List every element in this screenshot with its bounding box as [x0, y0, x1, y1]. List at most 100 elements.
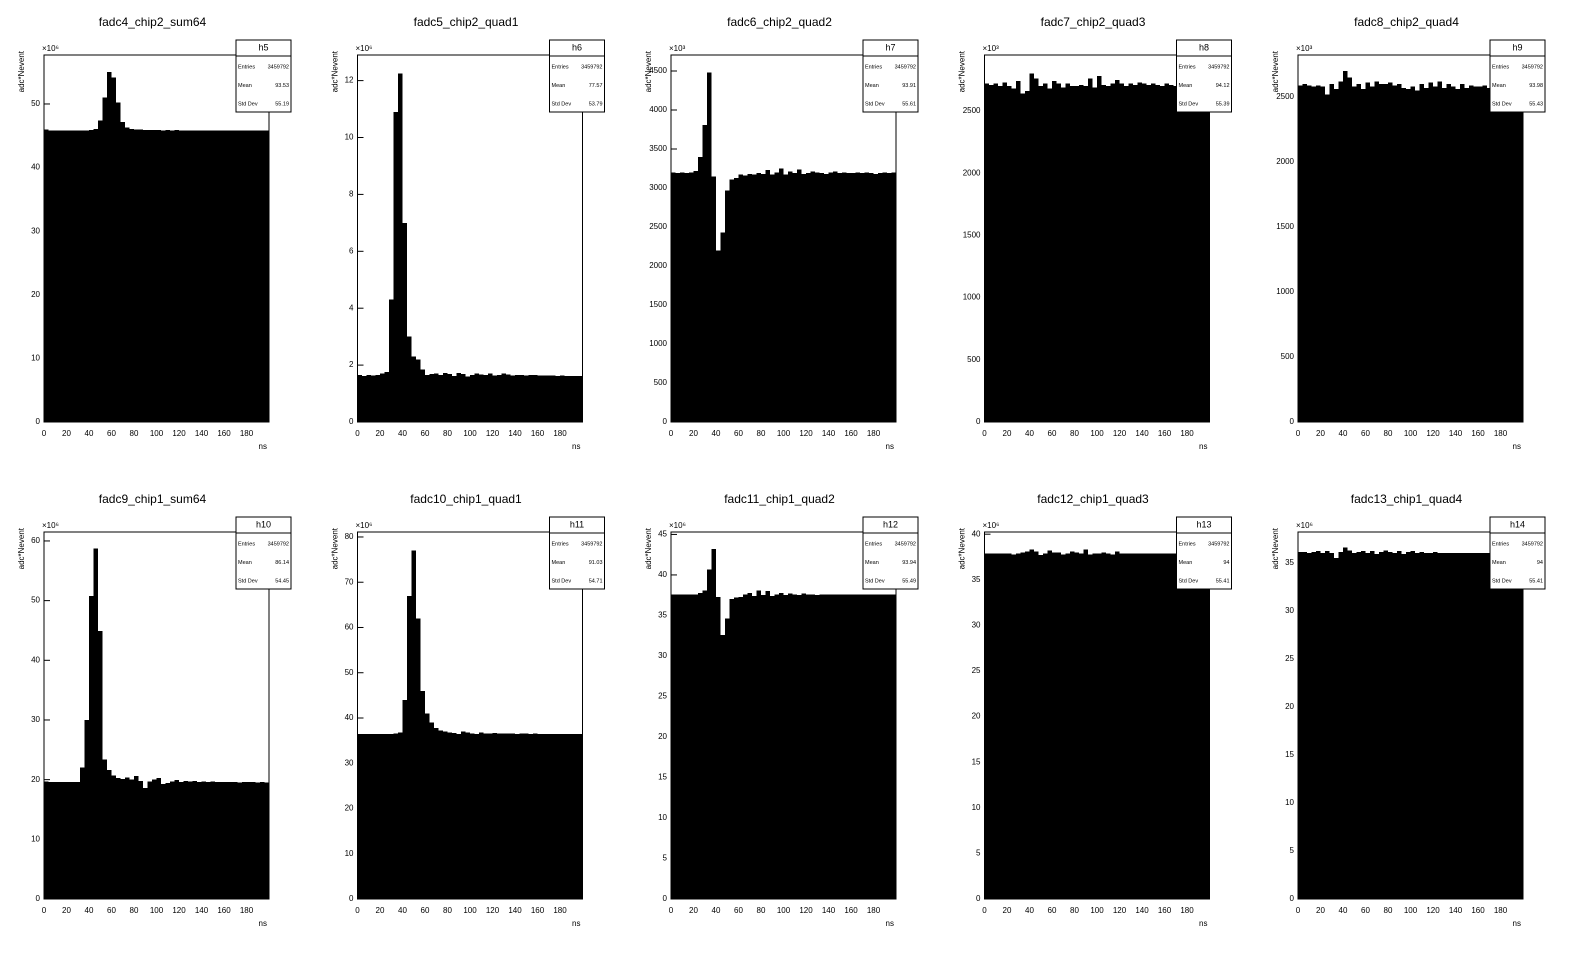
bar — [192, 780, 197, 899]
x-tick-label: 40 — [85, 906, 94, 915]
bar — [246, 130, 251, 423]
bar — [689, 594, 694, 899]
bar — [1446, 83, 1451, 423]
chart-title: fadc10_chip1_quad1 — [410, 492, 522, 506]
bar — [420, 690, 425, 899]
stats-value: 55.41 — [1529, 578, 1543, 584]
stats-value: 93.53 — [275, 83, 289, 89]
y-axis-label: adc*Nevent — [331, 50, 340, 92]
bar — [1302, 552, 1307, 899]
x-tick-label: 60 — [734, 429, 743, 438]
bar — [425, 713, 430, 899]
bar — [1311, 86, 1316, 423]
bar — [747, 592, 752, 899]
stats-value: 3459792 — [268, 541, 289, 547]
bar — [201, 781, 206, 899]
x-axis-label: ns — [259, 442, 267, 451]
y-tick-label: 40 — [345, 713, 354, 722]
bar — [255, 130, 260, 423]
bar — [147, 781, 152, 899]
histogram-panel: fadc8_chip2_quad4 0 500 1000 1500 2000 2500 0 20… — [1271, 15, 1546, 451]
bar — [761, 595, 766, 899]
bar — [1491, 86, 1496, 423]
bar — [1007, 86, 1012, 423]
bar — [1092, 553, 1097, 899]
bar — [246, 782, 251, 899]
bar — [447, 732, 452, 899]
bar — [743, 175, 748, 422]
bar — [429, 374, 434, 422]
x-tick-label: 20 — [376, 429, 385, 438]
bar — [747, 173, 752, 422]
stats-value: 94.12 — [1216, 83, 1230, 89]
bar — [1460, 83, 1465, 423]
bar — [233, 782, 238, 899]
x-tick-label: 120 — [1426, 429, 1440, 438]
bar — [1002, 553, 1007, 899]
bar — [846, 594, 851, 899]
bar — [684, 173, 689, 422]
x-tick-label: 160 — [217, 906, 231, 915]
bar — [1415, 553, 1420, 899]
y-tick-label: 1000 — [1276, 287, 1294, 296]
y-axis-label: adc*Nevent — [17, 527, 26, 569]
x-tick-label: 160 — [217, 429, 231, 438]
bar — [797, 595, 802, 899]
bar — [165, 783, 170, 899]
bar — [1383, 550, 1388, 899]
stats-name: h9 — [1512, 42, 1522, 52]
bar — [1446, 553, 1451, 899]
bar — [84, 719, 89, 899]
bar — [1496, 553, 1501, 899]
bar — [1164, 83, 1169, 422]
bar — [362, 375, 367, 422]
x-tick-label: 80 — [443, 906, 452, 915]
bar — [1338, 552, 1343, 899]
bar — [98, 120, 103, 422]
bar — [1518, 85, 1523, 422]
bar — [264, 782, 269, 899]
bar — [993, 83, 998, 422]
chart-title: fadc5_chip2_quad1 — [414, 15, 519, 29]
bar — [891, 594, 896, 899]
x-tick-label: 0 — [355, 429, 360, 438]
bar — [416, 359, 421, 422]
bar — [152, 130, 157, 423]
bar — [1074, 552, 1079, 899]
stats-name: h5 — [258, 42, 268, 52]
bar — [1182, 553, 1187, 899]
bar — [1142, 83, 1147, 422]
stats-value: 3459792 — [1208, 541, 1229, 547]
bar — [197, 130, 202, 423]
bar — [680, 594, 685, 899]
stats-value: 55.61 — [902, 101, 916, 107]
bar — [828, 172, 833, 422]
bar — [815, 172, 820, 422]
stats-label: Std Dev — [865, 578, 885, 584]
bar — [233, 130, 238, 423]
bar — [1455, 89, 1460, 423]
bar — [71, 782, 76, 899]
bar — [989, 84, 994, 422]
bar — [882, 172, 887, 422]
bar — [1011, 88, 1016, 422]
bar — [551, 375, 556, 422]
bar — [1334, 557, 1339, 899]
stats-box — [862, 516, 919, 590]
bar — [1178, 553, 1183, 899]
y-axis-label: adc*Nevent — [644, 50, 653, 92]
x-tick-label: 40 — [1339, 429, 1348, 438]
bar — [357, 733, 362, 899]
bar — [1302, 83, 1307, 423]
bar — [1473, 553, 1478, 899]
bar — [474, 373, 479, 422]
x-tick-label: 140 — [508, 429, 522, 438]
y-multiplier: ×10³ — [1296, 44, 1313, 53]
bar — [206, 782, 211, 899]
x-tick-label: 80 — [757, 906, 766, 915]
bar — [242, 130, 247, 423]
bar — [833, 171, 838, 422]
bar — [1347, 550, 1352, 899]
bar — [1365, 553, 1370, 899]
bar — [102, 97, 107, 423]
